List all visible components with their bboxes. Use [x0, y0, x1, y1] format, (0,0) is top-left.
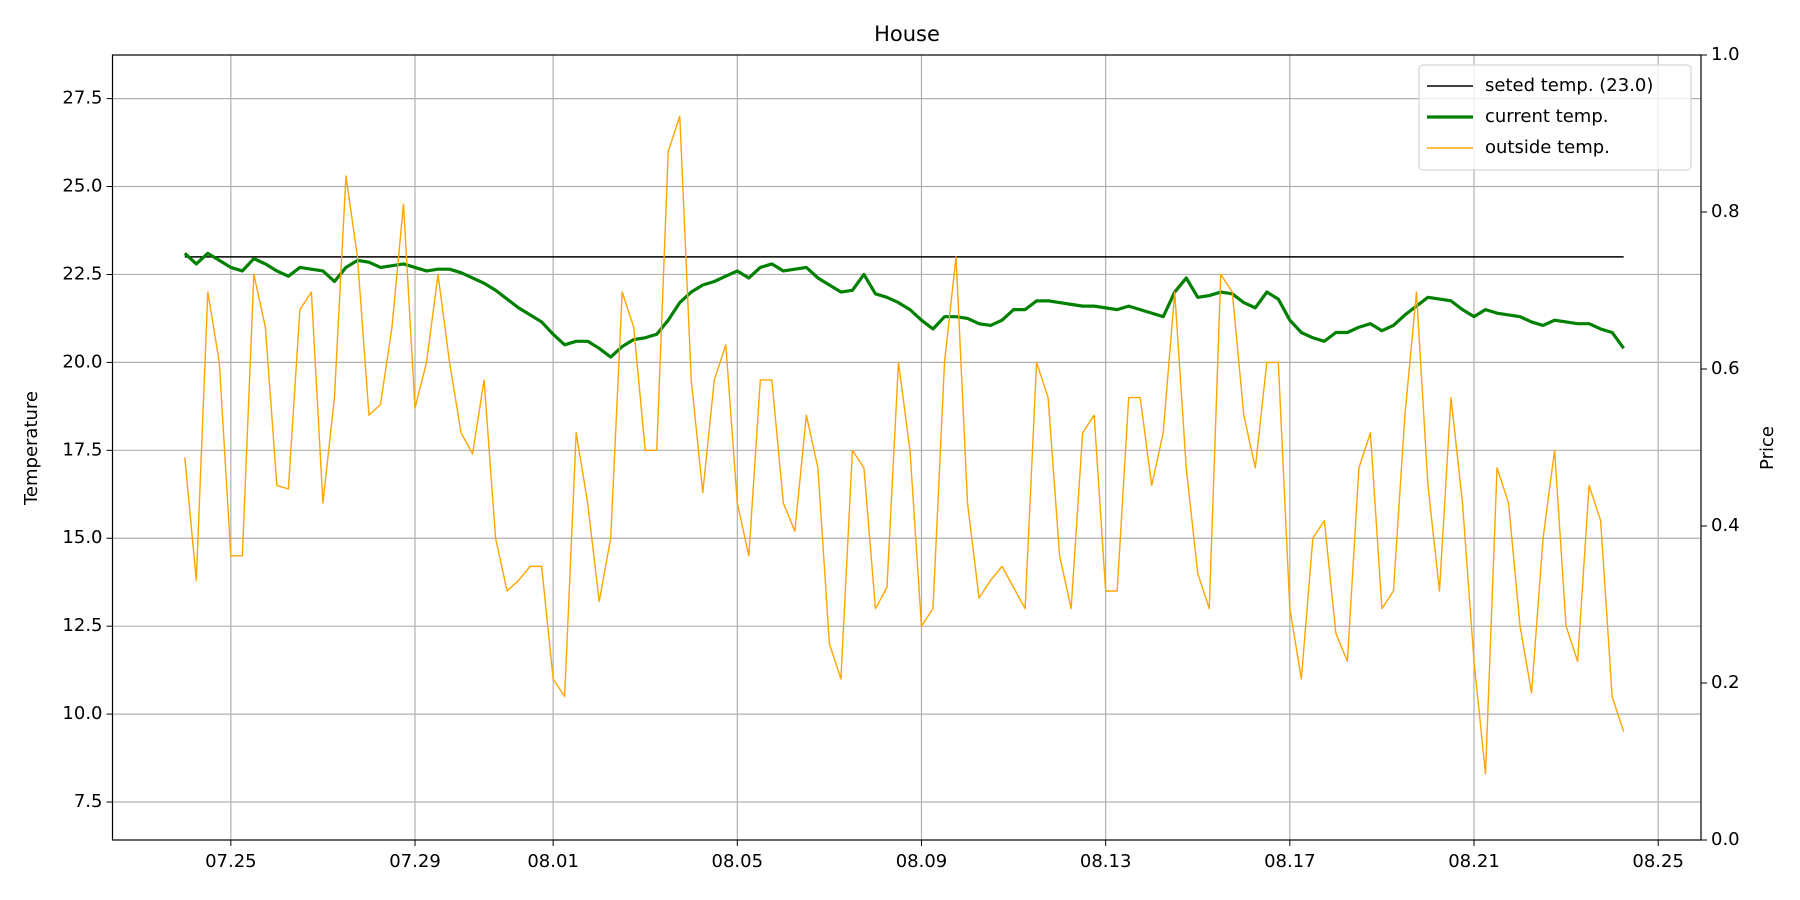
y-axis-label: Temperature — [21, 391, 42, 506]
y-tick-label: 10.0 — [62, 703, 102, 724]
legend-label: outside temp. — [1485, 137, 1610, 158]
legend-box — [1418, 64, 1692, 171]
y2-axis-label: Price — [1757, 426, 1778, 470]
x-tick-label: 08.13 — [1080, 851, 1132, 872]
y-tick-label: 15.0 — [62, 527, 102, 548]
grid — [112, 55, 1701, 840]
y2-tick-label: 0.6 — [1711, 358, 1740, 379]
legend-label: seted temp. (23.0) — [1485, 75, 1653, 96]
y-tick-label: 20.0 — [62, 351, 102, 372]
y2-tick-label: 0.0 — [1711, 829, 1740, 850]
y-tick-label: 25.0 — [62, 176, 102, 197]
y-tick-label: 12.5 — [62, 615, 102, 636]
series-line — [184, 115, 1625, 775]
x-tick-label: 08.17 — [1264, 851, 1316, 872]
x-tick-label: 07.29 — [389, 851, 441, 872]
x-tick-label: 08.05 — [712, 851, 764, 872]
y2-tick-label: 0.2 — [1711, 672, 1740, 693]
y-tick-label: 27.5 — [62, 88, 102, 109]
y2-tick-label: 1.0 — [1711, 44, 1740, 65]
series-line — [183, 251, 1625, 359]
x-tick-label: 08.09 — [896, 851, 948, 872]
legend-label: current temp. — [1485, 106, 1608, 127]
x-tick-label: 08.01 — [527, 851, 579, 872]
x-tick-label: 08.25 — [1632, 851, 1684, 872]
plot-frame — [111, 54, 1702, 841]
x-tick-label: 07.25 — [205, 851, 257, 872]
y-tick-label: 22.5 — [62, 263, 102, 284]
y2-tick-label: 0.8 — [1711, 201, 1740, 222]
chart-title: House — [874, 22, 940, 46]
y-tick-label: 7.5 — [74, 791, 103, 812]
x-tick-label: 08.21 — [1448, 851, 1500, 872]
y2-tick-label: 0.4 — [1711, 515, 1740, 536]
y-tick-label: 17.5 — [62, 439, 102, 460]
legend: seted temp. (23.0) current temp. outside t… — [1418, 64, 1692, 171]
